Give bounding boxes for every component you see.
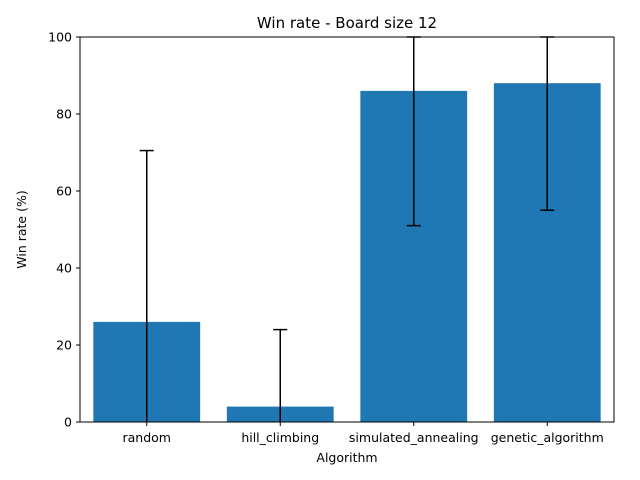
x-tick-label: hill_climbing [241,430,319,445]
x-tick-label: random [123,430,171,445]
y-axis: 0 20 40 60 80 100 [48,30,80,430]
x-tick-label: simulated_annealing [349,430,479,445]
x-axis-title: Algorithm [316,450,377,465]
y-tick-label: 0 [64,415,72,430]
error-bars-group [139,36,555,422]
y-tick-label: 40 [56,261,72,276]
y-tick-label: 100 [48,30,72,45]
x-tick-label: genetic_algorithm [491,430,604,445]
plot-frame [79,36,615,423]
y-tick-label: 20 [56,338,72,353]
y-tick-label: 60 [56,184,72,199]
bars-group [93,83,601,423]
x-axis: random hill_climbing simulated_annealing ge… [123,422,604,445]
y-tick-label: 80 [56,107,72,122]
y-axis-title: Win rate (%) [14,190,29,268]
chart-title: Win rate - Board size 12 [257,14,437,32]
